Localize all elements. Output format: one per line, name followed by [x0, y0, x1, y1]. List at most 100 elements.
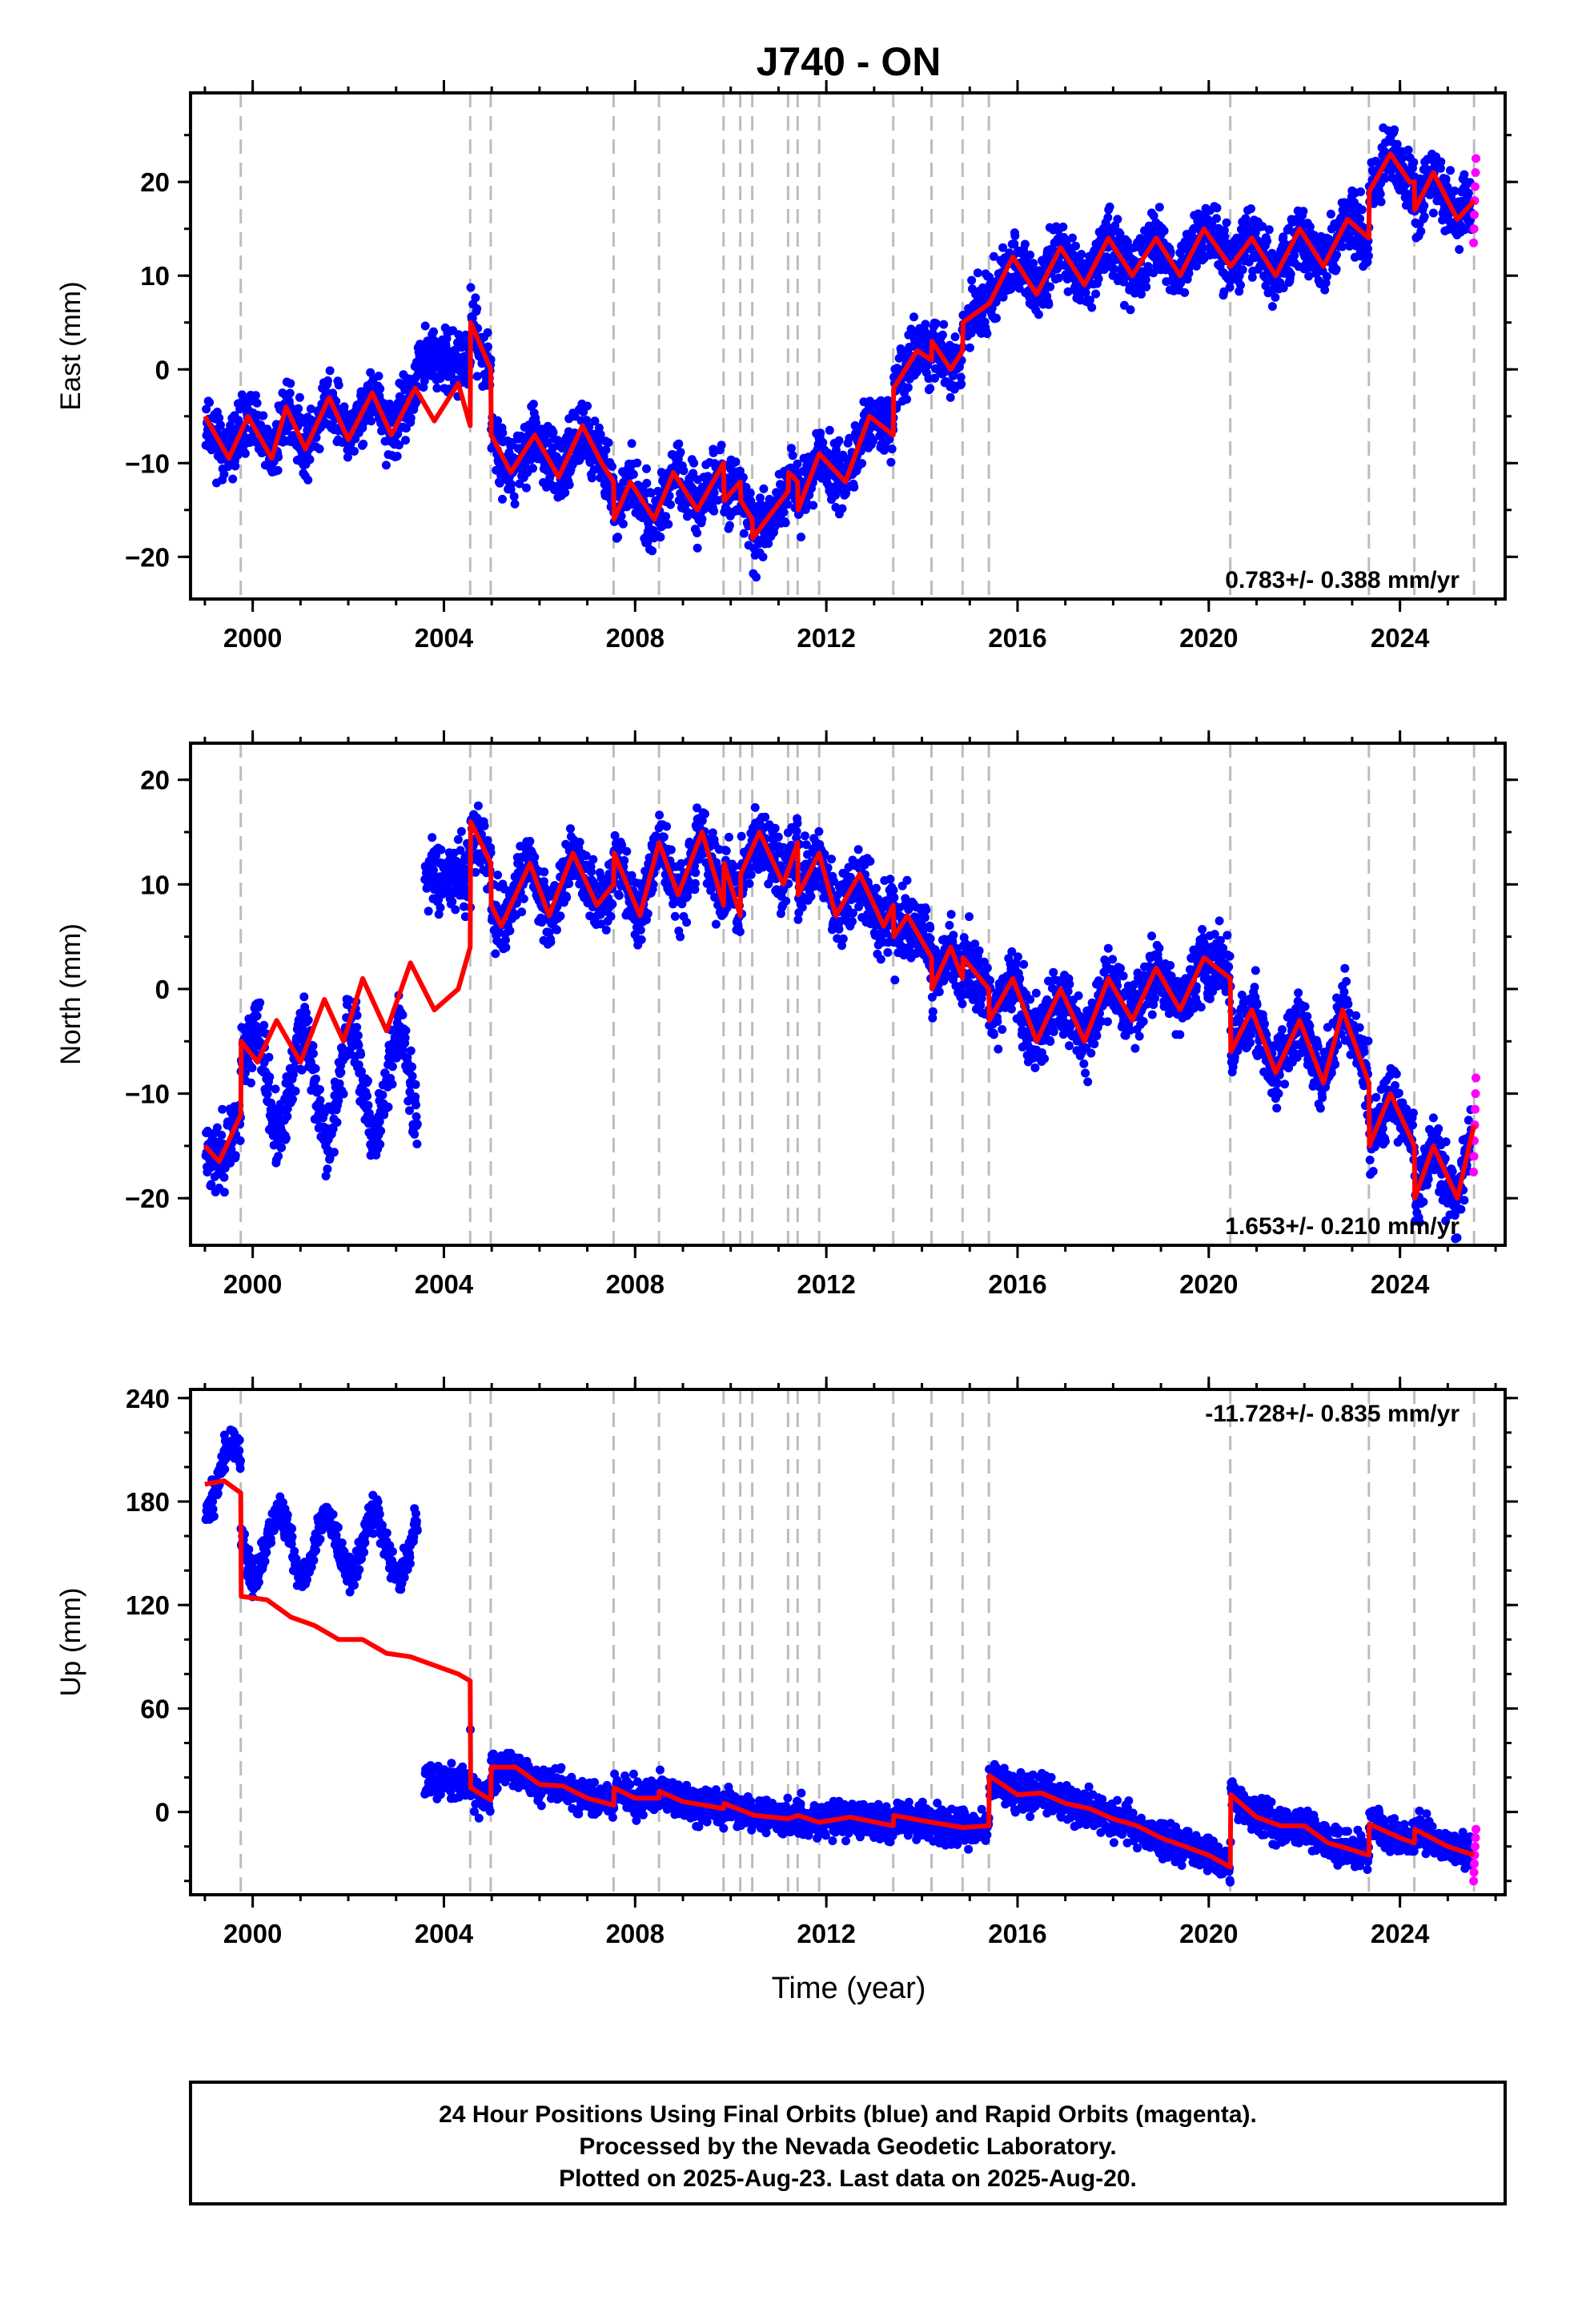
obs-point — [219, 1188, 229, 1197]
obs-point — [793, 459, 802, 468]
obs-point — [693, 543, 702, 553]
obs-point — [1103, 213, 1113, 223]
obs-point — [1122, 237, 1132, 247]
obs-point — [420, 321, 430, 331]
obs-point — [283, 1112, 292, 1121]
obs-point — [252, 1011, 262, 1021]
obs-point — [483, 328, 492, 337]
obs-point — [375, 1117, 384, 1126]
obs-point — [1247, 204, 1255, 214]
obs-point — [1219, 226, 1229, 235]
obs-point — [228, 474, 238, 484]
obs-point — [596, 919, 606, 929]
obs-point — [219, 469, 229, 479]
obs-point — [1392, 139, 1402, 149]
obs-point — [460, 902, 468, 911]
obs-point — [1176, 279, 1186, 287]
obs-point — [265, 1072, 275, 1082]
obs-point — [207, 1180, 216, 1189]
obs-point — [1194, 209, 1203, 219]
obs-point — [350, 447, 359, 456]
obs-point — [1142, 282, 1151, 292]
obs-point — [510, 499, 520, 509]
obs-point — [288, 1095, 297, 1104]
plot-frame — [189, 91, 1507, 601]
obs-point — [689, 468, 698, 478]
obs-point — [264, 1052, 274, 1062]
obs-point — [329, 1148, 339, 1157]
obs-point — [395, 440, 404, 450]
obs-point — [783, 500, 793, 509]
obs-point — [931, 319, 941, 328]
obs-point — [498, 494, 507, 504]
obs-point — [251, 391, 260, 400]
obs-point — [622, 846, 632, 856]
obs-point — [596, 910, 605, 919]
obs-point — [501, 943, 511, 952]
obs-point — [1403, 145, 1413, 155]
obs-point — [1455, 245, 1464, 254]
obs-point — [1058, 222, 1068, 231]
obs-point — [745, 489, 755, 498]
obs-point — [378, 1090, 387, 1100]
obs-point — [930, 373, 939, 383]
obs-point — [709, 488, 719, 497]
obs-point — [1077, 250, 1086, 259]
obs-point — [334, 1096, 343, 1105]
obs-point — [646, 489, 656, 498]
rapid-point — [1469, 238, 1479, 247]
obs-point — [436, 903, 445, 912]
obs-point — [505, 926, 515, 935]
obs-point — [588, 854, 598, 864]
obs-point — [202, 404, 211, 414]
obs-point — [1091, 289, 1101, 299]
obs-point — [903, 383, 913, 392]
rapid-point — [1470, 210, 1479, 219]
obs-point — [659, 832, 669, 842]
obs-point — [473, 801, 483, 810]
obs-point — [332, 1118, 342, 1127]
x-tick-label: 2000 — [223, 623, 282, 653]
obs-point — [661, 512, 671, 521]
obs-point — [398, 1010, 408, 1019]
obs-point — [837, 504, 847, 513]
obs-point — [323, 1164, 332, 1174]
obs-point — [596, 430, 605, 439]
obs-point — [739, 529, 749, 538]
obs-point — [428, 833, 437, 842]
obs-point — [1435, 163, 1445, 173]
obs-point — [788, 451, 797, 460]
obs-point — [429, 865, 438, 875]
obs-point — [398, 1045, 408, 1055]
obs-point — [235, 1136, 245, 1145]
obs-point — [291, 1087, 300, 1096]
obs-point — [614, 891, 624, 900]
obs-point — [400, 1033, 410, 1043]
obs-point — [1460, 170, 1469, 179]
obs-point — [411, 1080, 420, 1089]
obs-point — [472, 304, 482, 313]
obs-point — [1443, 183, 1452, 191]
obs-point — [363, 1100, 373, 1110]
obs-point — [1419, 201, 1429, 211]
obs-point — [1279, 283, 1288, 292]
obs-point — [666, 845, 676, 854]
obs-point — [982, 329, 992, 339]
obs-point — [1010, 239, 1019, 249]
obs-point — [902, 395, 912, 404]
obs-point — [408, 1072, 417, 1081]
obs-point — [354, 1040, 363, 1050]
obs-point — [989, 251, 998, 261]
obs-point — [1180, 287, 1190, 297]
obs-point — [1375, 189, 1385, 199]
obs-point — [401, 436, 410, 445]
obs-point — [869, 436, 877, 446]
obs-point — [259, 1020, 269, 1030]
obs-point — [825, 425, 834, 435]
obs-point — [352, 1011, 362, 1020]
obs-point — [1149, 268, 1158, 278]
obs-point — [575, 838, 584, 847]
obs-point — [259, 411, 268, 420]
obs-point — [1046, 282, 1055, 292]
obs-point — [636, 935, 646, 944]
